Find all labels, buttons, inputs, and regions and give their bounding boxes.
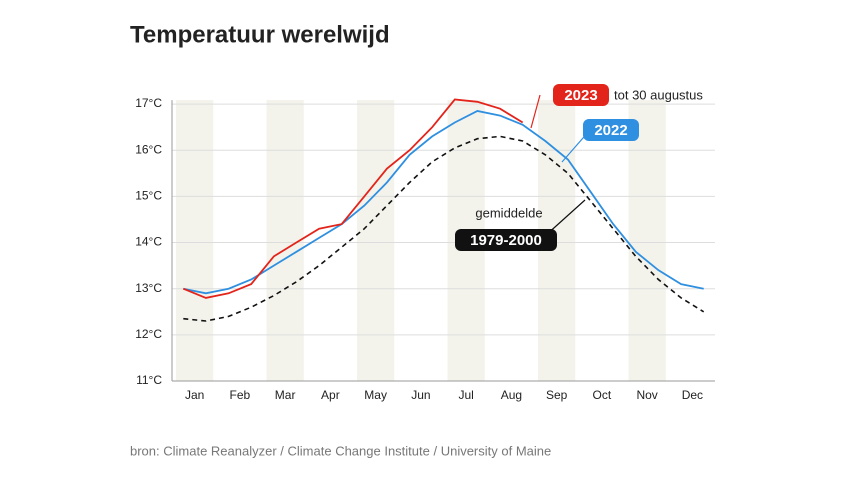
annotation: gemiddelde [475,205,542,220]
legend-label: 2022 [594,122,627,139]
series-line [182,98,524,299]
x-tick-label: Mar [275,388,296,402]
y-tick-label: 17°C [135,96,162,110]
month-band [628,100,666,382]
month-band [176,100,214,382]
y-tick-label: 13°C [135,281,162,295]
x-tick-label: Aug [501,388,522,402]
x-tick-label: Dec [682,388,703,402]
x-tick-label: Apr [321,388,340,402]
x-tick-label: Oct [593,388,612,402]
y-tick-label: 14°C [135,235,162,249]
month-band [266,100,304,382]
month-band [357,100,395,382]
x-tick-label: May [364,388,387,402]
connector [530,94,541,129]
x-tick-label: Jul [458,388,473,402]
legend-label: 2023 [564,87,597,104]
x-tick-label: Jun [411,388,430,402]
series-line [183,135,705,322]
y-tick-label: 16°C [135,142,162,156]
series-line [183,110,704,295]
legend-label: 1979-2000 [470,232,542,249]
legend-pill [553,84,609,106]
x-tick-label: Nov [636,388,657,402]
x-tick-label: Jan [185,388,204,402]
chart-title: Temperatuur werelwijd [130,21,390,48]
x-tick-label: Sep [546,388,568,402]
legend-pill [583,119,639,141]
y-tick-label: 15°C [135,189,162,203]
y-tick-label: 11°C [136,373,162,387]
source: bron: Climate Reanalyzer / Climate Chang… [130,443,551,458]
annotation: tot 30 augustus [614,87,703,102]
x-tick-label: Feb [230,388,251,402]
legend-pill [455,229,557,251]
y-tick-label: 12°C [135,327,162,341]
